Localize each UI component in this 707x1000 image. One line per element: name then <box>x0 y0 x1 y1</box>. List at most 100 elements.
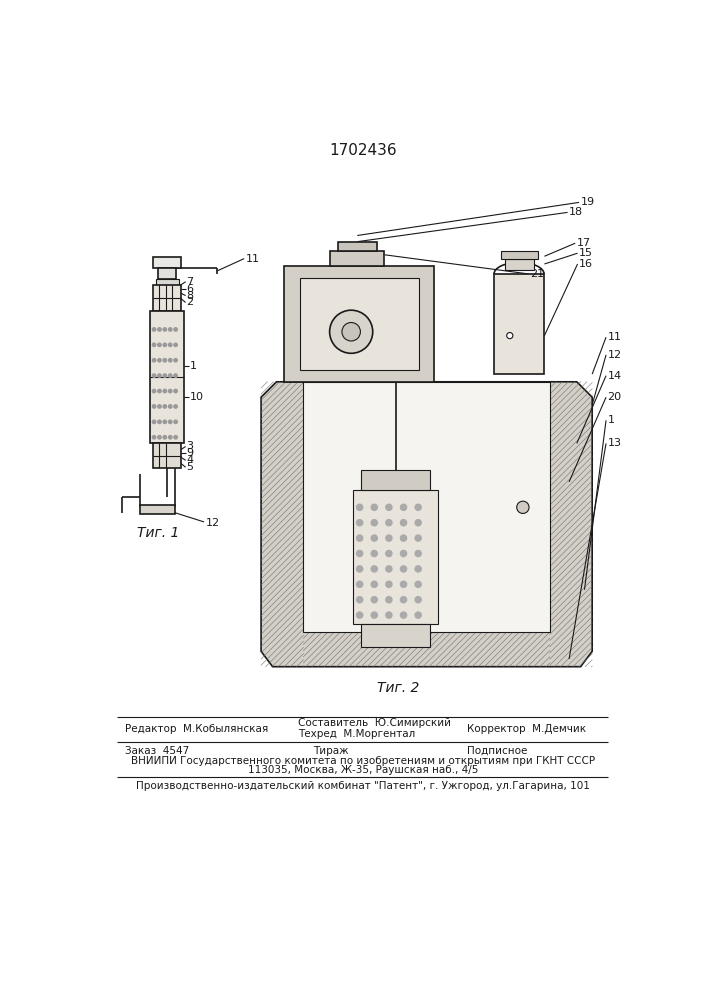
Circle shape <box>386 612 392 618</box>
Circle shape <box>400 550 407 557</box>
Text: 10: 10 <box>190 392 204 402</box>
Circle shape <box>517 501 529 513</box>
Text: 15: 15 <box>579 248 593 258</box>
Bar <box>140 505 175 514</box>
Circle shape <box>174 328 177 331</box>
Text: Τиг. 2: Τиг. 2 <box>377 681 419 695</box>
Circle shape <box>400 520 407 526</box>
Circle shape <box>168 420 172 424</box>
Circle shape <box>168 436 172 439</box>
Bar <box>338 242 377 251</box>
Circle shape <box>174 420 177 424</box>
Text: 3: 3 <box>187 441 194 451</box>
Circle shape <box>158 359 161 362</box>
Circle shape <box>163 374 167 377</box>
Bar <box>303 382 550 632</box>
Bar <box>361 470 431 490</box>
Text: Подписное: Подписное <box>467 746 528 756</box>
Text: ВНИИПИ Государственного комитета по изобретениям и открытиям при ГКНТ СССР: ВНИИПИ Государственного комитета по изоб… <box>131 756 595 766</box>
Circle shape <box>153 436 156 439</box>
Circle shape <box>153 343 156 347</box>
Circle shape <box>371 504 378 510</box>
Circle shape <box>371 597 378 603</box>
Bar <box>300 278 419 370</box>
Text: 18: 18 <box>569 207 583 217</box>
Text: Корректор  М.Демчик: Корректор М.Демчик <box>467 724 587 734</box>
Circle shape <box>163 436 167 439</box>
Text: 6: 6 <box>187 284 194 294</box>
Text: 11: 11 <box>607 332 621 342</box>
Circle shape <box>356 520 363 526</box>
Circle shape <box>371 520 378 526</box>
Circle shape <box>329 310 373 353</box>
Bar <box>150 311 184 443</box>
Circle shape <box>168 374 172 377</box>
Text: 17: 17 <box>577 238 591 248</box>
Text: 12: 12 <box>206 518 220 528</box>
Circle shape <box>153 420 156 424</box>
Circle shape <box>400 535 407 541</box>
Circle shape <box>386 520 392 526</box>
Circle shape <box>400 504 407 510</box>
Circle shape <box>415 612 421 618</box>
Text: 1702436: 1702436 <box>329 143 397 158</box>
Circle shape <box>174 359 177 362</box>
Polygon shape <box>261 382 592 667</box>
Circle shape <box>415 504 421 510</box>
Circle shape <box>158 420 161 424</box>
Bar <box>501 251 538 259</box>
Circle shape <box>386 504 392 510</box>
Circle shape <box>386 597 392 603</box>
Text: 19: 19 <box>580 197 595 207</box>
Circle shape <box>168 405 172 408</box>
Text: 1: 1 <box>607 415 614 425</box>
Circle shape <box>415 597 421 603</box>
Circle shape <box>415 566 421 572</box>
Circle shape <box>168 359 172 362</box>
Text: Составитель  Ю.Симирский: Составитель Ю.Симирский <box>298 718 451 728</box>
Circle shape <box>174 374 177 377</box>
Text: 11: 11 <box>246 254 259 264</box>
Text: 1: 1 <box>190 361 197 371</box>
Circle shape <box>400 581 407 587</box>
Text: 4: 4 <box>187 455 194 465</box>
Circle shape <box>507 333 513 339</box>
Text: Τиг. 1: Τиг. 1 <box>136 526 179 540</box>
Bar <box>153 443 181 468</box>
Text: Техред  М.Моргентал: Техред М.Моргентал <box>298 729 415 739</box>
Circle shape <box>163 359 167 362</box>
Circle shape <box>356 597 363 603</box>
Text: Заказ  4547: Заказ 4547 <box>125 746 189 756</box>
Bar <box>284 266 434 382</box>
Circle shape <box>153 389 156 393</box>
Circle shape <box>356 504 363 510</box>
Circle shape <box>168 389 172 393</box>
Circle shape <box>153 374 156 377</box>
Circle shape <box>158 405 161 408</box>
Bar <box>156 279 179 285</box>
Circle shape <box>415 581 421 587</box>
Circle shape <box>342 323 361 341</box>
Circle shape <box>386 566 392 572</box>
Text: 12: 12 <box>607 350 621 360</box>
Circle shape <box>386 581 392 587</box>
Circle shape <box>174 389 177 393</box>
Circle shape <box>356 581 363 587</box>
Circle shape <box>371 550 378 557</box>
Circle shape <box>356 566 363 572</box>
Circle shape <box>356 612 363 618</box>
Circle shape <box>163 328 167 331</box>
Circle shape <box>415 535 421 541</box>
Circle shape <box>174 343 177 347</box>
Circle shape <box>163 420 167 424</box>
Text: 14: 14 <box>607 371 621 381</box>
Circle shape <box>174 436 177 439</box>
Bar <box>494 274 544 374</box>
Text: 13: 13 <box>607 438 621 448</box>
Bar <box>158 268 176 279</box>
Circle shape <box>400 566 407 572</box>
Bar <box>506 259 534 270</box>
Circle shape <box>356 535 363 541</box>
Circle shape <box>400 612 407 618</box>
Bar <box>153 257 181 268</box>
